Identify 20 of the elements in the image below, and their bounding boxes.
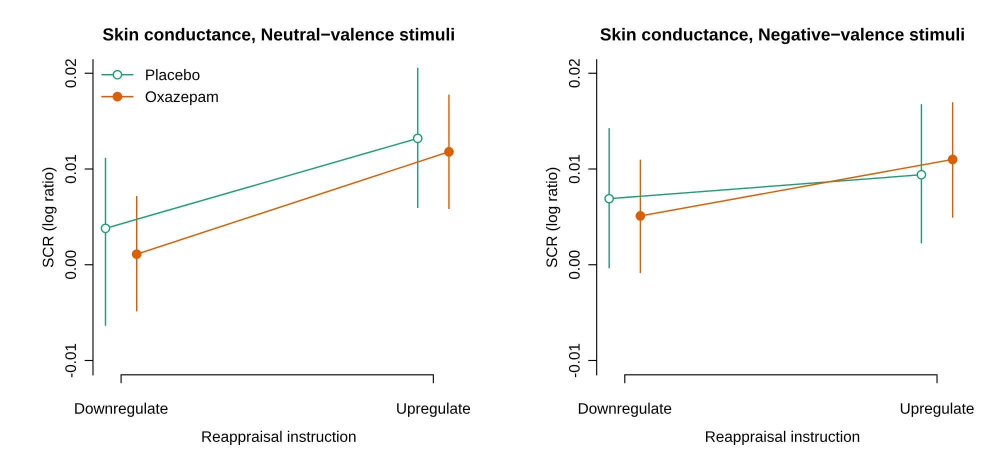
chart-title: Skin conductance, Neutral−valence stimuli	[102, 28, 454, 44]
y-tick-label: 0.00	[65, 250, 76, 280]
x-axis-title: Reappraisal instruction	[202, 430, 356, 445]
y-tick-label: 0.02	[65, 59, 76, 88]
y-axis-title: SCR (log ratio)	[42, 168, 57, 268]
chart-title: Skin conductance, Negative−valence stimuli	[600, 28, 964, 44]
legend-label: Placebo	[146, 69, 200, 80]
y-axis-title: SCR (log ratio)	[546, 168, 560, 268]
x-tick-label: Downregulate	[75, 402, 168, 417]
x-tick-label: Downregulate	[578, 402, 672, 417]
x-tick-label: Upregulate	[900, 402, 974, 417]
y-tick-label: 0.01	[568, 154, 580, 184]
y-tick-label: 0.01	[65, 154, 76, 184]
y-tick-label: -0.01	[568, 344, 580, 378]
x-tick-label: Upregulate	[397, 402, 470, 417]
y-tick-label: -0.01	[65, 344, 76, 378]
y-tick-label: 0.00	[568, 250, 580, 280]
legend-label: Oxazepam	[146, 91, 218, 106]
x-axis-title: Reappraisal instruction	[706, 430, 860, 445]
y-tick-label: 0.02	[568, 59, 580, 88]
